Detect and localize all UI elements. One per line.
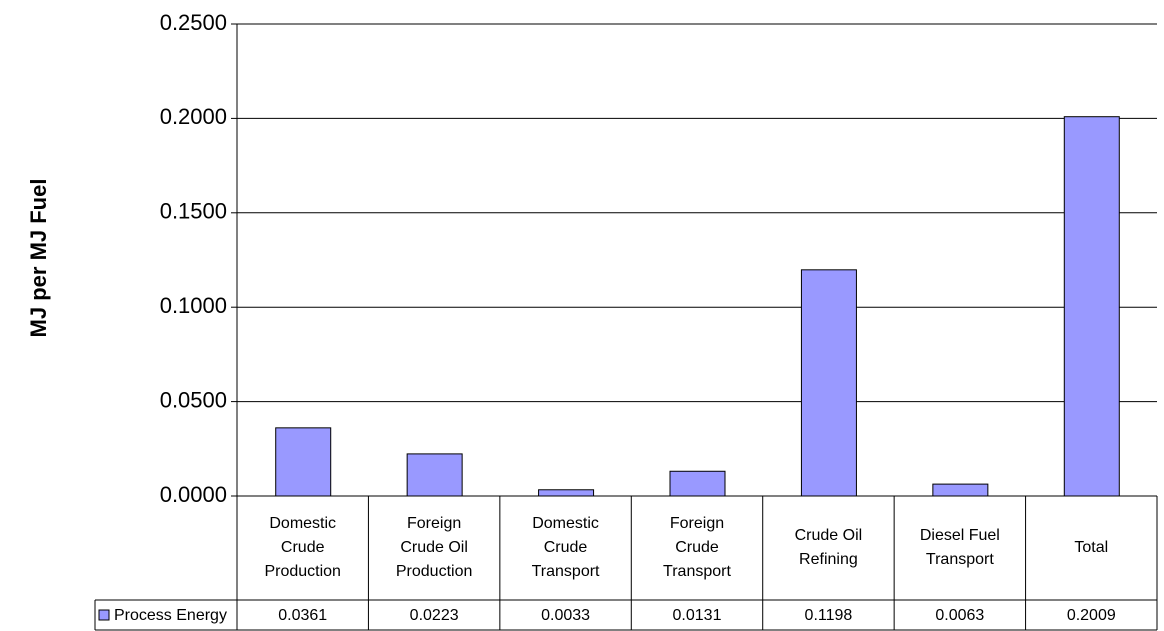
table-value: 0.2009 <box>1067 607 1116 624</box>
bar <box>669 470 726 497</box>
table-value: 0.1198 <box>805 607 853 624</box>
x-tick-label: Crude Oil Refining <box>794 527 863 568</box>
y-tick-label: 0.0000 <box>160 482 227 507</box>
table-value: 0.0033 <box>541 607 590 624</box>
category-cell: Total <box>1074 539 1109 556</box>
bar <box>406 453 463 497</box>
category-cell: Domestic Crude Production <box>264 515 341 580</box>
category-cell: Foreign Crude Transport <box>663 515 731 580</box>
x-tick-label: Foreign Crude Transport <box>663 515 731 580</box>
bar <box>932 483 989 497</box>
x-tick-label: Domestic Crude Transport <box>531 515 600 580</box>
bar <box>800 269 857 497</box>
y-axis-label: MJ per MJ Fuel <box>26 179 51 338</box>
x-tick-label: Diesel Fuel Transport <box>919 527 1000 568</box>
bar <box>538 489 595 497</box>
category-cell: Foreign Crude Oil Production <box>395 515 473 580</box>
x-tick-label: Foreign Crude Oil Production <box>395 515 473 580</box>
category-cell: Diesel Fuel Transport <box>919 527 1000 568</box>
table-value: 0.0223 <box>410 607 459 624</box>
category-cell: Crude Oil Refining <box>794 527 863 568</box>
table-value: 0.0361 <box>278 607 327 624</box>
x-tick-label: Total <box>1074 539 1109 556</box>
legend-label: Process Energy <box>114 607 227 624</box>
y-tick-label: 0.2500 <box>160 10 227 35</box>
y-tick-label: 0.0500 <box>160 387 227 412</box>
y-tick-label: 0.1000 <box>160 293 227 318</box>
table-value: 0.0063 <box>935 607 984 624</box>
x-tick-label: Domestic Crude Production <box>264 515 341 580</box>
bar <box>275 427 332 497</box>
table-value: 0.0131 <box>673 607 722 624</box>
category-cell: Domestic Crude Transport <box>531 515 600 580</box>
y-tick-label: 0.1500 <box>160 199 227 224</box>
y-tick-label: 0.2000 <box>160 104 227 129</box>
bar <box>1063 116 1120 497</box>
legend-swatch <box>98 609 110 621</box>
